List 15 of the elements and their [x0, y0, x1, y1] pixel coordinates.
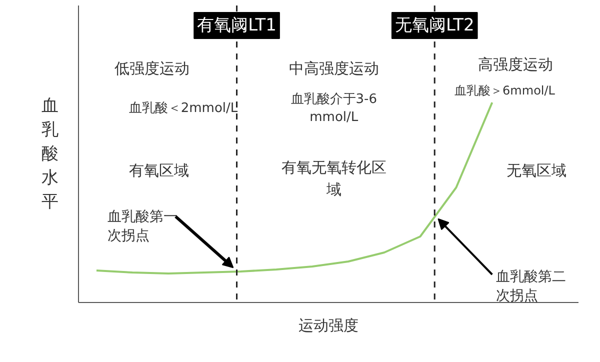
annotation: 无氧区域 — [506, 162, 567, 180]
text: 低强度运动 — [114, 60, 190, 78]
text: 高强度运动 — [478, 56, 553, 74]
text: 无氧阈LT2 — [394, 16, 474, 36]
annotation: 血乳酸第二次拐点 — [496, 268, 566, 304]
text: 有氧阈LT1 — [197, 16, 276, 36]
annotation: 血乳酸第一次拐点 — [107, 208, 178, 244]
x-axis-title: 运动强度 — [298, 316, 358, 334]
y-axis-title: 血乳酸水平 — [42, 96, 58, 212]
annotation: 血乳酸介于3-6mmol/L — [290, 92, 378, 125]
annotation: 有氧无氧转化区域 — [281, 158, 386, 198]
annotation: 血乳酸＜2mmol/L — [128, 101, 238, 116]
text: 血乳酸＞6mmol/L — [454, 84, 556, 98]
annotation: 有氧区域 — [128, 162, 189, 180]
text: 中高强度运动 — [288, 60, 379, 78]
